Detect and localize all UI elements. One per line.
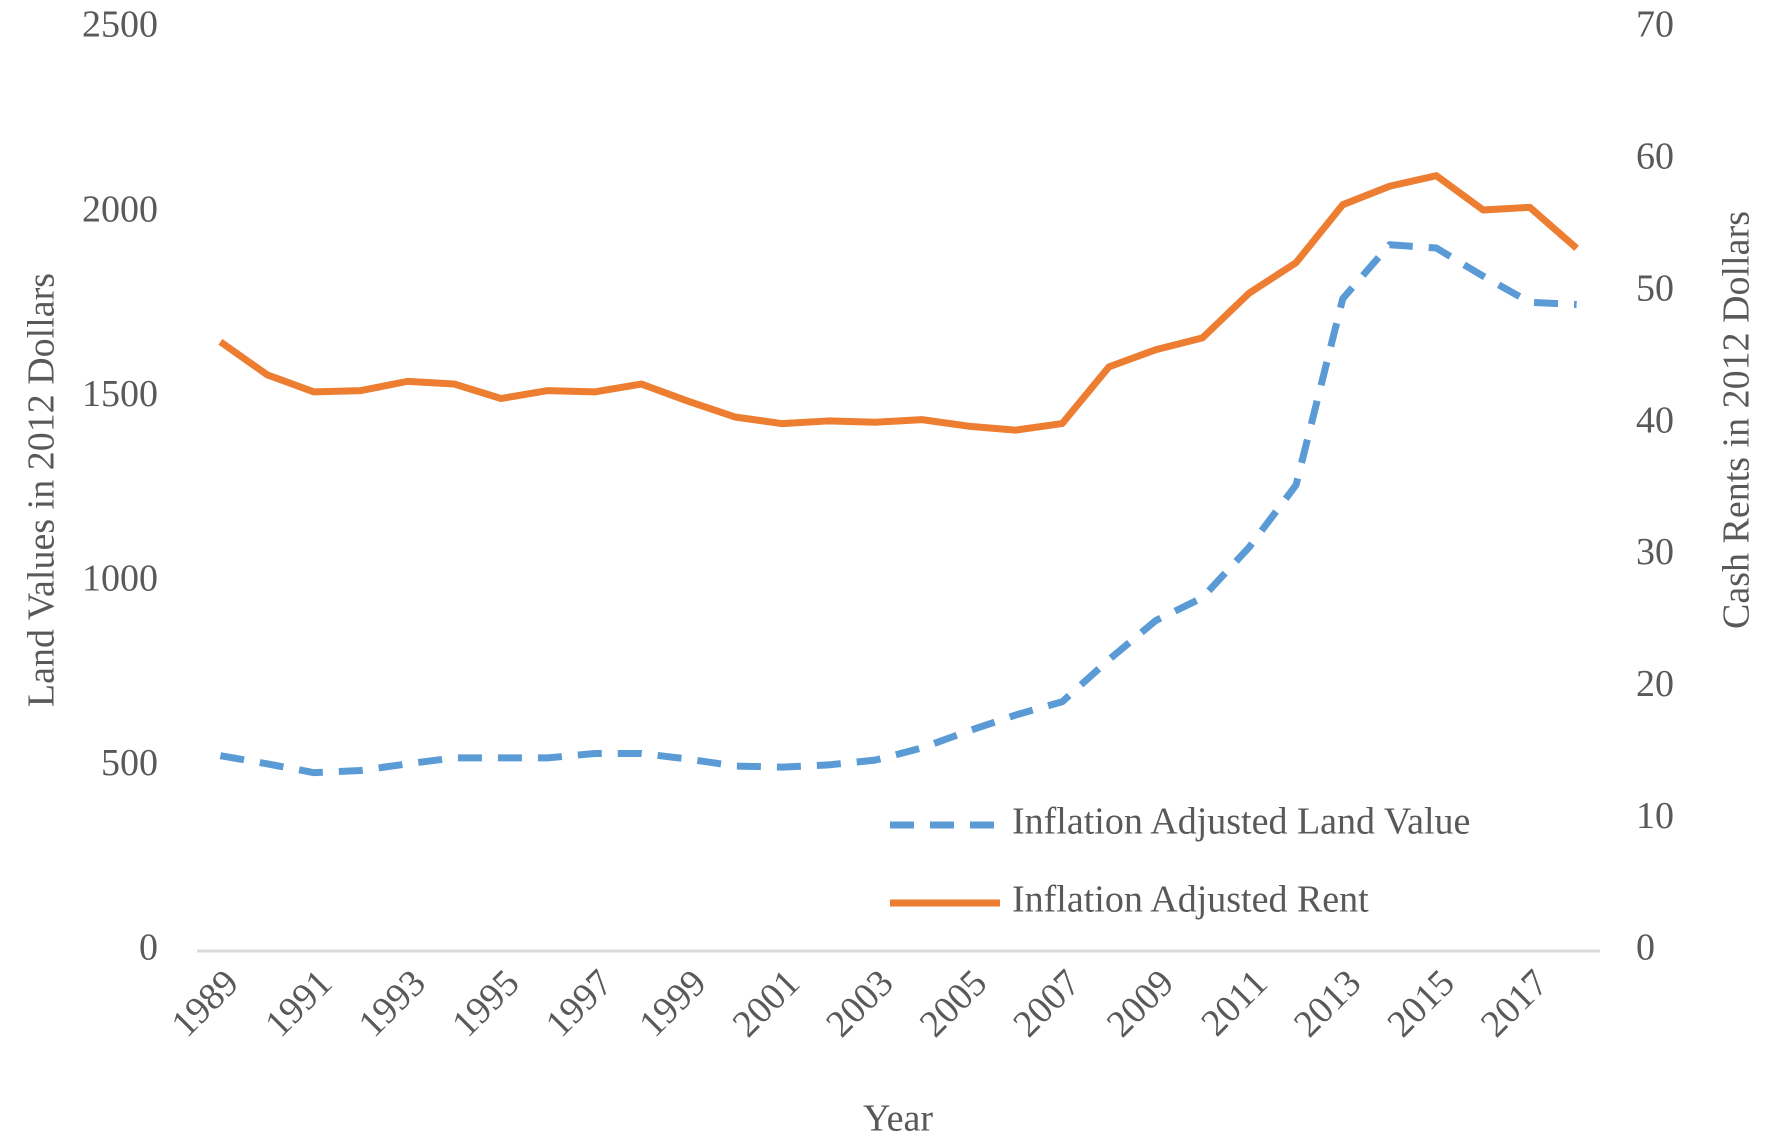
x-tick-label: 1991: [257, 962, 340, 1045]
legend-label: Inflation Adjusted Rent: [1012, 879, 1369, 921]
x-tick-label: 2009: [1099, 962, 1182, 1045]
y-tick-label: 0: [139, 927, 158, 969]
y-tick-label: 1500: [82, 373, 158, 415]
y-tick-label: 500: [101, 742, 158, 784]
x-tick-label: 2005: [912, 962, 995, 1045]
y-tick-label: 2000: [82, 188, 158, 230]
x-tick-label: 1997: [538, 962, 621, 1045]
y-tick-label: 2500: [82, 4, 158, 46]
y2-tick-label: 40: [1636, 399, 1674, 441]
y2-tick-label: 30: [1636, 531, 1674, 573]
x-axis-title: Year: [863, 1098, 933, 1140]
x-tick-label: 2003: [818, 962, 901, 1045]
x-tick-label: 2017: [1473, 962, 1556, 1045]
x-tick-label: 2011: [1193, 962, 1275, 1044]
y2-tick-label: 70: [1636, 4, 1674, 46]
x-tick-label: 1999: [631, 962, 714, 1045]
y-axis-title: Land Values in 2012 Dollars: [21, 273, 63, 707]
x-tick-label: 1995: [444, 962, 527, 1045]
y-tick-label: 1000: [82, 558, 158, 600]
y2-axis-title: Cash Rents in 2012 Dollars: [1716, 211, 1758, 629]
x-tick-label: 1993: [351, 962, 434, 1045]
y2-tick-label: 20: [1636, 663, 1674, 705]
x-tick-label: 2013: [1286, 962, 1369, 1045]
y2-tick-label: 50: [1636, 267, 1674, 309]
x-tick-label: 1989: [163, 962, 246, 1045]
x-tick-label: 2015: [1379, 962, 1462, 1045]
legend-label: Inflation Adjusted Land Value: [1012, 801, 1470, 843]
x-tick-label: 2001: [725, 962, 808, 1045]
series-line: [219, 241, 1577, 777]
y2-tick-label: 10: [1636, 795, 1674, 837]
y2-tick-label: 0: [1636, 927, 1655, 969]
y2-tick-label: 60: [1636, 136, 1674, 178]
series-line: [218, 172, 1579, 434]
x-tick-label: 2007: [1005, 962, 1088, 1045]
